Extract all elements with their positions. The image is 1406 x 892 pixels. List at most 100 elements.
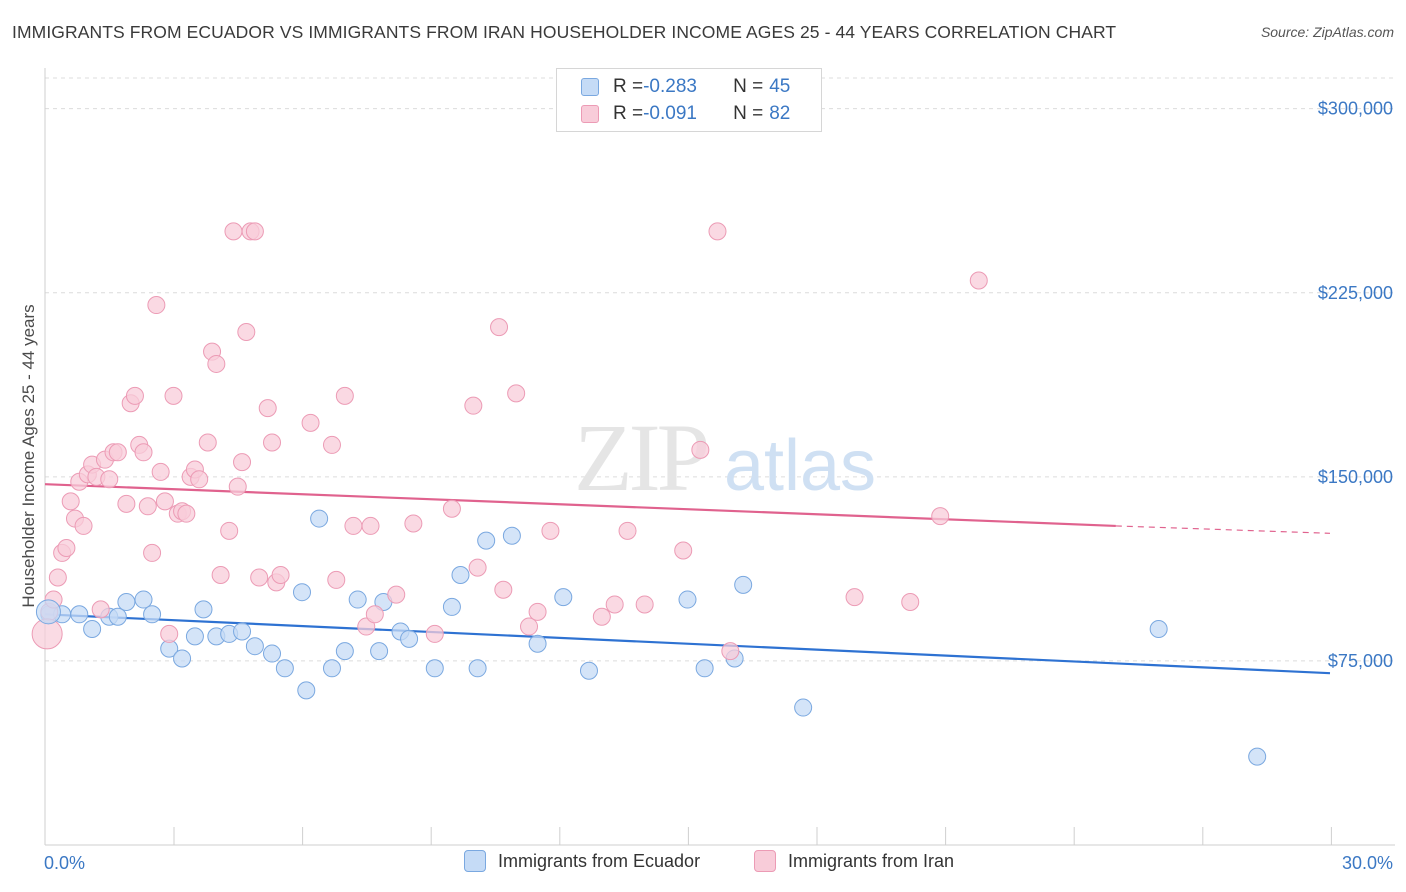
data-point xyxy=(74,516,93,535)
watermark-zip: ZIP xyxy=(574,404,707,511)
data-point xyxy=(674,541,693,560)
data-point xyxy=(245,637,264,656)
data-point xyxy=(100,470,119,489)
legend-r-label: R = xyxy=(613,103,644,124)
data-point xyxy=(143,543,162,562)
source-note: Source: ZipAtlas.com xyxy=(1260,24,1394,40)
data-point xyxy=(35,599,61,625)
data-point xyxy=(468,659,487,678)
data-point xyxy=(528,634,547,653)
data-point xyxy=(344,516,363,535)
data-point xyxy=(108,443,127,462)
data-point xyxy=(490,318,509,337)
watermark: ZIP atlas xyxy=(574,404,876,511)
axes xyxy=(44,68,1395,846)
data-point xyxy=(301,413,320,432)
y-axis-label: Householder Income Ages 25 - 44 years xyxy=(19,304,38,607)
y-tick-labels: $75,000 $150,000 $225,000 $300,000 xyxy=(1318,99,1393,671)
data-point xyxy=(61,492,80,511)
legend-row-iran: R = -0.091 N = 82 xyxy=(581,101,790,127)
correlation-legend: R = -0.283 N = 45 R = -0.091 N = 82 xyxy=(556,68,822,132)
data-point xyxy=(357,617,376,636)
data-point xyxy=(400,629,419,648)
data-point xyxy=(734,575,753,594)
data-point xyxy=(160,624,179,643)
data-point xyxy=(297,681,316,700)
data-point xyxy=(520,617,539,636)
trend-line-iran-extension xyxy=(1115,525,1331,534)
data-point xyxy=(335,386,354,405)
data-point xyxy=(198,433,217,452)
data-point xyxy=(310,509,329,528)
data-point xyxy=(173,649,192,668)
data-point xyxy=(901,593,920,612)
data-point xyxy=(151,462,170,481)
data-point xyxy=(348,590,367,609)
data-point xyxy=(477,531,496,550)
data-point xyxy=(117,593,136,612)
data-point xyxy=(57,539,76,558)
y-tick-label: $225,000 xyxy=(1318,283,1393,303)
data-point xyxy=(541,521,560,540)
data-point xyxy=(224,222,243,241)
data-point xyxy=(190,470,209,489)
data-point xyxy=(425,659,444,678)
data-point xyxy=(528,602,547,621)
data-point xyxy=(442,499,461,518)
data-point xyxy=(233,453,252,472)
x-tick-labels: 0.0% 30.0% xyxy=(44,853,1393,873)
data-point xyxy=(554,588,573,607)
y-tick-label: $150,000 xyxy=(1318,467,1393,487)
data-point xyxy=(365,605,384,624)
data-point xyxy=(220,521,239,540)
data-point xyxy=(228,477,247,496)
data-point xyxy=(48,568,67,587)
data-point xyxy=(185,627,204,646)
data-point xyxy=(134,443,153,462)
data-point xyxy=(507,384,526,403)
data-point xyxy=(108,607,127,626)
legend-n-label: N = xyxy=(733,103,764,124)
data-point xyxy=(404,514,423,533)
data-point xyxy=(931,507,950,526)
data-point xyxy=(442,597,461,616)
data-point xyxy=(83,620,102,639)
trend-line-ecuador xyxy=(44,613,1331,675)
data-point xyxy=(695,659,714,678)
data-point xyxy=(155,492,174,511)
data-point xyxy=(494,580,513,599)
gridlines xyxy=(45,77,1395,662)
data-point xyxy=(635,595,654,614)
y-tick-label: $75,000 xyxy=(1328,651,1393,671)
data-point xyxy=(125,386,144,405)
data-point xyxy=(164,386,183,405)
legend-r-value: -0.283 xyxy=(643,76,697,97)
series-swatch-iran xyxy=(754,850,776,872)
data-point xyxy=(464,396,483,415)
legend-n-value: 45 xyxy=(769,76,791,97)
x-tick-label: 30.0% xyxy=(1342,853,1393,873)
series-legend-ecuador[interactable]: Immigrants from Ecuador xyxy=(464,850,700,872)
legend-r-label: R = xyxy=(613,76,644,97)
data-point xyxy=(425,624,444,643)
series-legend-label: Immigrants from Iran xyxy=(788,850,955,871)
chart-title: IMMIGRANTS FROM ECUADOR VS IMMIGRANTS FR… xyxy=(12,22,1117,42)
data-point xyxy=(258,399,277,418)
data-point xyxy=(387,585,406,604)
data-point xyxy=(250,568,269,587)
data-point xyxy=(211,566,230,585)
data-point xyxy=(721,642,740,661)
data-point xyxy=(592,607,611,626)
series-ecuador xyxy=(40,509,1267,766)
data-point xyxy=(322,659,341,678)
y-tick-label: $300,000 xyxy=(1318,99,1393,119)
legend-swatch-iran xyxy=(581,105,599,123)
legend-n-label: N = xyxy=(733,76,764,97)
series-legend: Immigrants from Ecuador Immigrants from … xyxy=(0,850,1406,878)
series-swatch-ecuador xyxy=(464,850,486,872)
data-point xyxy=(969,271,988,290)
data-point xyxy=(605,595,624,614)
series-legend-iran[interactable]: Immigrants from Iran xyxy=(754,850,954,872)
data-point xyxy=(245,222,264,241)
